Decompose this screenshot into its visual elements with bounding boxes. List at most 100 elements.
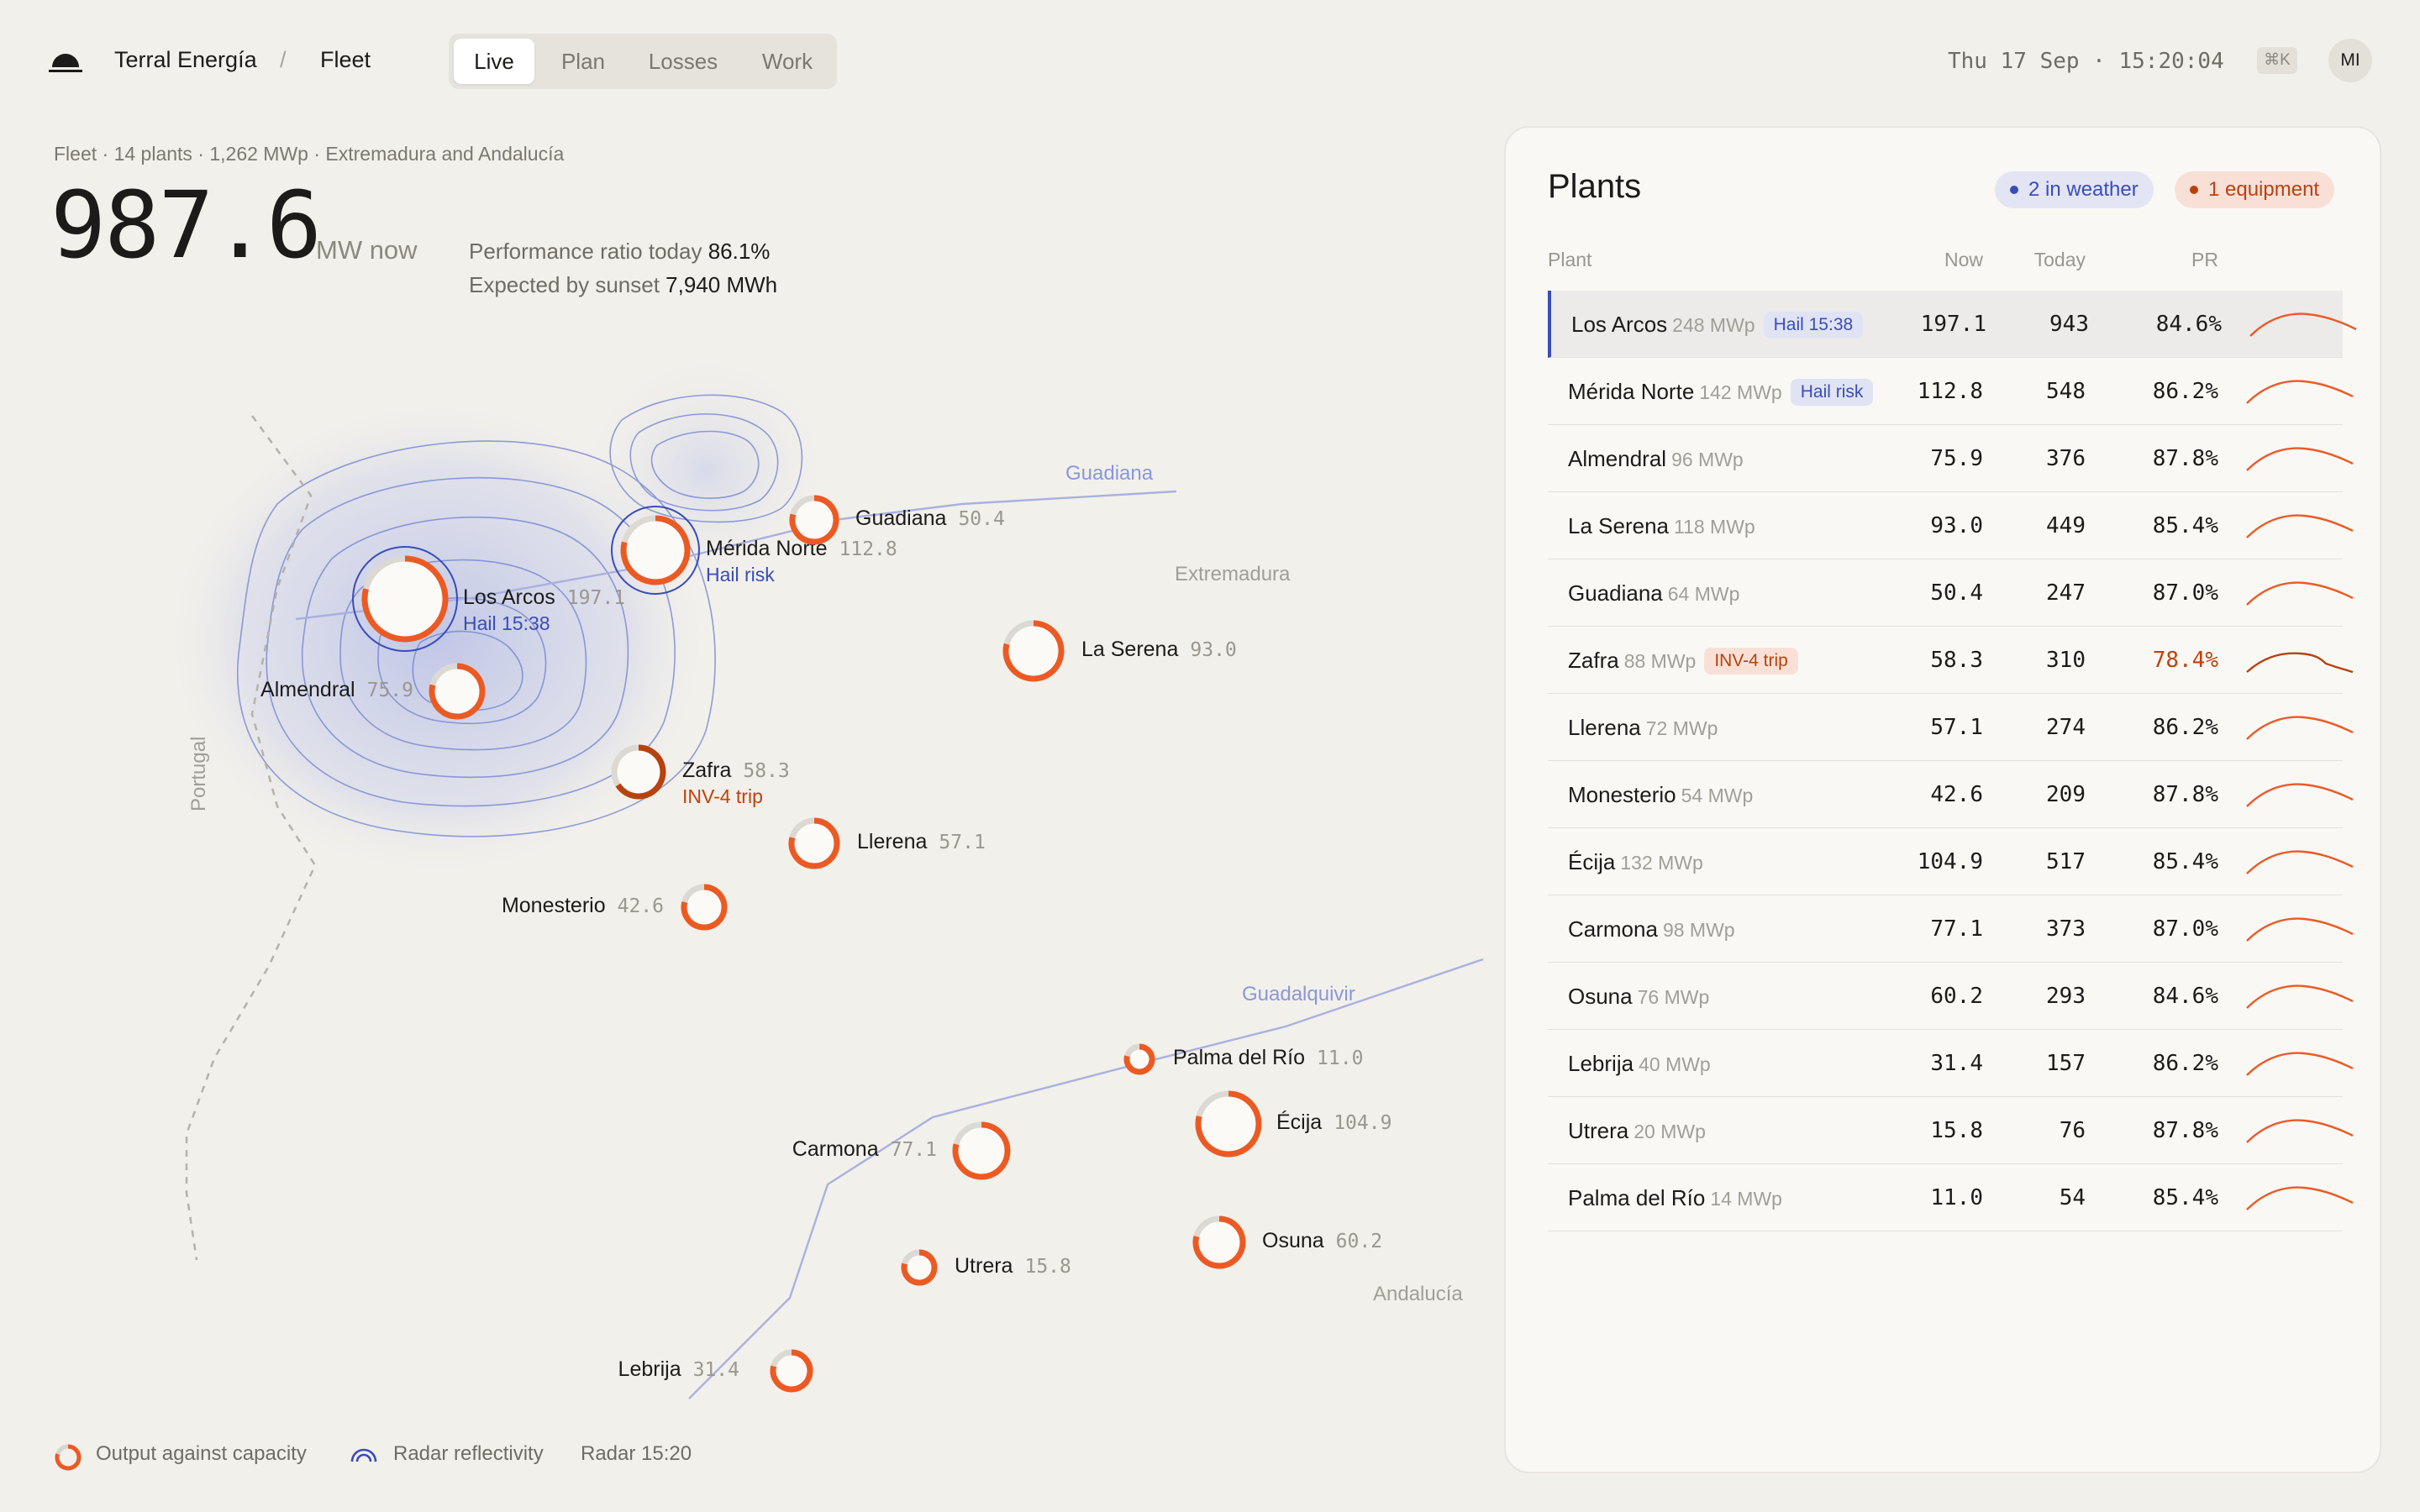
plant-name-text: Guadiana: [1568, 580, 1663, 606]
output-sparkline: [2246, 716, 2354, 740]
now-value: 197.1: [1920, 312, 1986, 337]
plant-marker-ecija[interactable]: Écija 104.9: [1195, 1090, 1392, 1158]
weather-alert-badge[interactable]: 2 in weather: [1995, 171, 2154, 208]
table-row[interactable]: Los Arcos 248 MWp Hail 15:38 197.1 943 84.6%: [1548, 291, 2357, 358]
now-value: 11.0: [1930, 1185, 1983, 1210]
plant-marker-carmona[interactable]: Carmona 77.1: [792, 1121, 1011, 1180]
output-arc: [620, 515, 691, 585]
pr-value: 87.8%: [2152, 446, 2218, 471]
plant-marker-almendral[interactable]: Almendral 75.9: [260, 663, 486, 720]
command-shortcut[interactable]: ⌘K: [2257, 47, 2297, 74]
marker-name: Guadiana: [855, 507, 947, 530]
table-row[interactable]: Guadiana 64 MWp 50.4 247 87.0%: [1548, 559, 2354, 627]
performance-ratio: Performance ratio today 86.1%: [469, 239, 770, 265]
plant-marker-llerena[interactable]: Llerena 57.1: [788, 817, 986, 869]
table-row[interactable]: Osuna 76 MWp 60.2 293 84.6%: [1548, 963, 2354, 1030]
marker-value: 31.4: [693, 1359, 739, 1381]
plant-name: Zafra 88 MWp INV-4 trip: [1568, 627, 1798, 695]
plant-capacity: 76 MWp: [1637, 986, 1710, 1008]
marker-note: Hail risk: [706, 564, 775, 585]
marker-value: 60.2: [1336, 1231, 1382, 1252]
expected-energy: Expected by sunset 7,940 MWh: [469, 272, 777, 298]
table-row[interactable]: Utrera 20 MWp 15.8 76 87.8%: [1548, 1097, 2354, 1164]
pr-value: 85.4%: [2152, 849, 2218, 874]
plant-name: Carmona 98 MWp: [1568, 895, 1735, 963]
table-row[interactable]: Palma del Río 14 MWp 11.0 54 85.4%: [1548, 1164, 2354, 1232]
marker-value: 77.1: [891, 1139, 937, 1161]
plant-marker-la-serena[interactable]: La Serena 93.0: [1002, 620, 1237, 682]
output-arc: [361, 555, 449, 643]
status-badge: Hail risk: [1790, 379, 1874, 406]
marker-fill: [773, 1352, 810, 1389]
plant-marker-palma-del-rio[interactable]: Palma del Río 11.0: [1123, 1043, 1363, 1075]
column-header-today[interactable]: Today: [2033, 249, 2086, 270]
tab-work[interactable]: Work: [761, 49, 813, 74]
plant-markers: Los Arcos 197.1 Hail 15:38 Mérida Norte 112.…: [260, 495, 1392, 1393]
brand-name[interactable]: Terral Energía: [114, 47, 257, 72]
today-value: 517: [2046, 849, 2086, 874]
marker-name: La Serena: [1081, 638, 1178, 661]
pr-value: 78.4%: [2152, 648, 2218, 673]
fleet-output-value: 987.6: [50, 171, 322, 279]
plant-marker-monesterio[interactable]: Monesterio 42.6: [502, 884, 728, 931]
marker-fill: [792, 821, 837, 866]
plant-marker-merida-norte[interactable]: Mérida Norte 112.8 Hail risk: [611, 506, 897, 595]
marker-fill: [1127, 1047, 1152, 1072]
tab-losses[interactable]: Losses: [648, 49, 718, 74]
marker-value: 57.1: [939, 832, 985, 853]
marker-fill: [792, 498, 836, 542]
marker-label: Guadiana 50.4: [855, 507, 1005, 530]
top-bar: Terral Energía / Fleet Live Plan Losses …: [0, 0, 2420, 126]
output-sparkline: [2246, 984, 2354, 1009]
marker-fill: [623, 518, 687, 582]
output-arc: [952, 1121, 1011, 1180]
output-arc: [1002, 620, 1065, 682]
plant-marker-los-arcos[interactable]: Los Arcos 197.1 Hail 15:38: [352, 546, 625, 652]
equipment-alert-label: 1 equipment: [2208, 178, 2320, 201]
plant-capacity: 14 MWp: [1710, 1188, 1782, 1210]
tab-plan[interactable]: Plan: [560, 49, 606, 74]
table-row[interactable]: Lebrija 40 MWp 31.4 157 86.2%: [1548, 1030, 2354, 1097]
output-sparkline: [2246, 850, 2354, 874]
marker-fill: [955, 1125, 1007, 1177]
plant-marker-utrera[interactable]: Utrera 15.8: [901, 1249, 1071, 1286]
plant-marker-osuna[interactable]: Osuna 60.2: [1192, 1215, 1382, 1269]
now-value: 93.0: [1930, 513, 1983, 538]
region-label-andalucia: Andalucía: [1373, 1283, 1463, 1305]
table-row[interactable]: Écija 132 MWp 104.9 517 85.4%: [1548, 828, 2354, 895]
expected-energy-label: Expected by sunset: [469, 272, 660, 297]
column-header-now[interactable]: Now: [1944, 249, 1983, 270]
equipment-alert-badge[interactable]: 1 equipment: [2175, 171, 2335, 208]
table-row[interactable]: Almendral 96 MWp 75.9 376 87.8%: [1548, 425, 2354, 492]
legend-output-label: Output against capacity: [96, 1442, 307, 1465]
region-label-extremadura: Extremadura: [1175, 563, 1291, 585]
output-arc: [429, 663, 486, 720]
column-header-pr[interactable]: PR: [2191, 249, 2218, 270]
table-row[interactable]: Mérida Norte 142 MWp Hail risk 112.8 548 86.2…: [1548, 358, 2354, 425]
tab-live[interactable]: Live: [454, 39, 534, 84]
plant-marker-guadiana[interactable]: Guadiana 50.4: [789, 495, 1005, 545]
table-row[interactable]: Zafra 88 MWp INV-4 trip 58.3 310 78.4%: [1548, 627, 2354, 695]
pr-value: 87.0%: [2152, 580, 2218, 606]
column-header-plant[interactable]: Plant: [1548, 249, 1592, 270]
breadcrumb-fleet[interactable]: Fleet: [320, 47, 371, 72]
plant-marker-lebrija[interactable]: Lebrija 31.4: [618, 1349, 813, 1393]
plant-name-text: Llerena: [1568, 715, 1641, 740]
plants-panel-title: Plants: [1548, 168, 1642, 205]
plant-marker-zafra[interactable]: Zafra 58.3 INV-4 trip: [611, 744, 790, 807]
table-row[interactable]: Carmona 98 MWp 77.1 373 87.0%: [1548, 895, 2354, 963]
fleet-summary: Fleet · 14 plants · 1,262 MWp · Extremad…: [54, 143, 565, 165]
plant-name-text: Monesterio: [1568, 782, 1676, 807]
fleet-map[interactable]: Guadiana Extremadura Portugal Guadalquiv…: [0, 319, 1496, 1411]
marker-name: Lebrija: [618, 1357, 681, 1381]
view-tabs: Live Plan Losses Work: [449, 34, 837, 89]
today-value: 247: [2046, 580, 2086, 606]
now-value: 15.8: [1930, 1118, 1983, 1143]
table-row[interactable]: Llerena 72 MWp 57.1 274 86.2%: [1548, 694, 2354, 761]
plant-name: Palma del Río 14 MWp: [1568, 1164, 1782, 1232]
table-row[interactable]: La Serena 118 MWp 93.0 449 85.4%: [1548, 492, 2354, 559]
marker-label: Zafra 58.3: [682, 759, 790, 782]
output-arc: [1195, 1090, 1262, 1158]
table-row[interactable]: Monesterio 54 MWp 42.6 209 87.8%: [1548, 761, 2354, 828]
user-avatar[interactable]: MI: [2328, 39, 2372, 82]
